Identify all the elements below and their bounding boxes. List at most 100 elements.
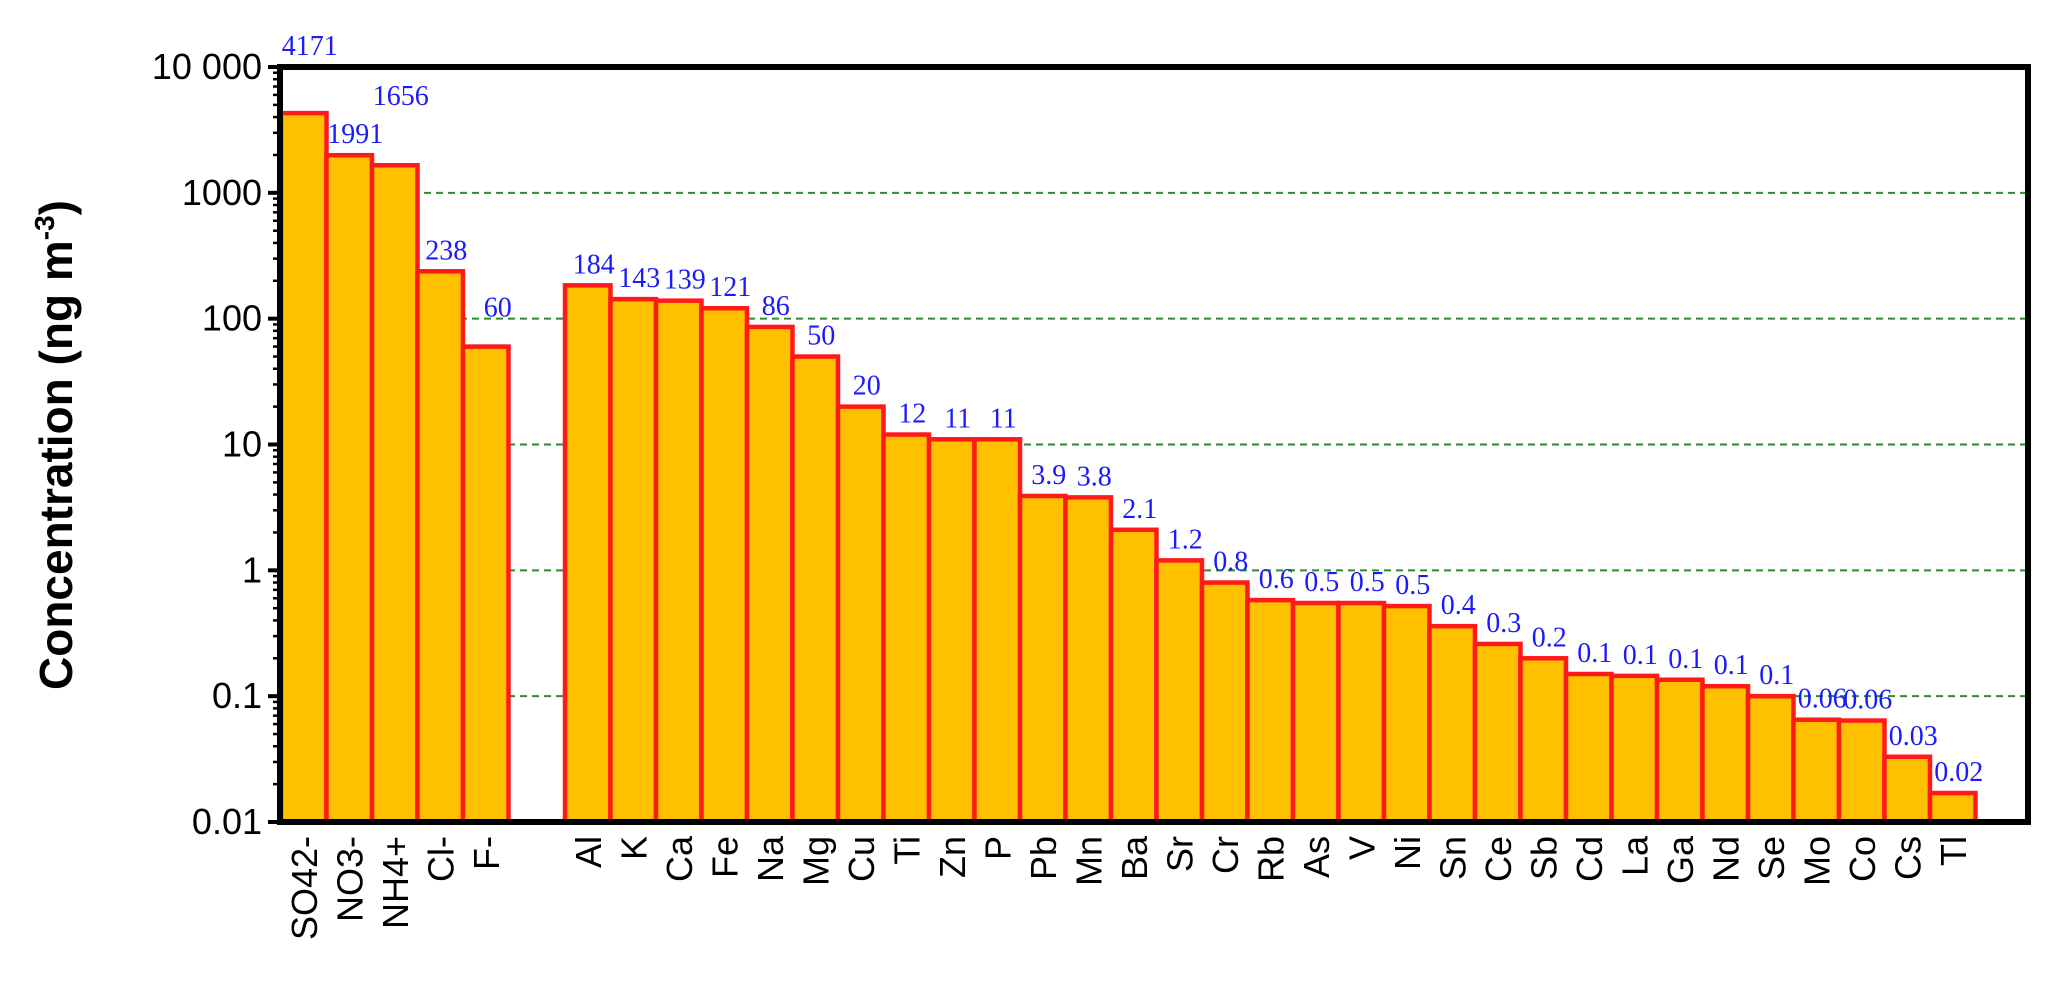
bar-Pb [1017, 493, 1068, 825]
bar-NO3- [324, 152, 375, 825]
bar-V [1336, 600, 1387, 825]
category-label-Cl-: Cl- [420, 836, 461, 882]
y-tick-label: 100 [202, 298, 262, 339]
bar-As [1290, 600, 1341, 825]
data-label-As: 0.5 [1304, 567, 1339, 598]
bar-Tl [1927, 790, 1978, 825]
category-label-Rb: Rb [1250, 836, 1291, 882]
data-label-Cs: 0.03 [1889, 721, 1938, 752]
y-tick-label: 1 [242, 549, 262, 590]
category-label-Nd: Nd [1705, 836, 1746, 882]
data-label-K: 143 [618, 263, 660, 294]
category-label-Cr: Cr [1205, 836, 1246, 874]
bar-Cr [1199, 580, 1250, 825]
data-label-Co: 0.06 [1843, 685, 1892, 716]
y-tick-label: 1000 [182, 172, 262, 213]
bar-Ca [653, 298, 704, 825]
bar-Mo [1791, 717, 1842, 825]
data-label-Ce: 0.3 [1486, 608, 1521, 639]
data-label-P: 11 [990, 403, 1017, 434]
category-label-As: As [1296, 836, 1337, 878]
data-label-Al: 184 [573, 249, 615, 280]
bar-Cu [835, 404, 886, 825]
data-label-Pb: 3.9 [1031, 460, 1066, 491]
category-label-NO3-: NO3- [329, 836, 370, 922]
data-label-Se: 0.1 [1759, 660, 1794, 691]
category-label-Pb: Pb [1023, 836, 1064, 880]
category-label-F-: F- [466, 836, 507, 870]
data-label-Sr: 1.2 [1168, 524, 1203, 555]
category-label-V: V [1341, 836, 1382, 860]
data-label-Ti: 12 [898, 399, 926, 430]
data-label-Ni: 0.5 [1395, 570, 1430, 601]
bar-Ce [1472, 641, 1523, 825]
data-label-NH4+: 1656 [373, 81, 429, 112]
data-label-Sn: 0.4 [1441, 590, 1476, 621]
category-label-Tl: Tl [1933, 836, 1974, 866]
category-label-Cu: Cu [841, 836, 882, 882]
bar-SO42- [278, 110, 329, 825]
category-label-Fe: Fe [704, 836, 745, 878]
bar-Ga [1654, 677, 1705, 825]
data-labels: 4171 1991 1656 238 60 184 143 139 121 86 50 20 12 11 1… [282, 31, 1984, 788]
bar-Mg [790, 354, 841, 825]
data-label-Cl-: 238 [425, 235, 467, 266]
category-label-Co: Co [1842, 836, 1883, 882]
category-label-Mn: Mn [1068, 836, 1109, 886]
category-label-Na: Na [750, 835, 791, 882]
bar-Ba [1108, 527, 1159, 825]
category-label-Cs: Cs [1887, 836, 1928, 880]
data-label-Ga: 0.1 [1668, 644, 1703, 675]
data-label-Mo: 0.06 [1798, 684, 1847, 715]
category-label-Al: Al [568, 836, 609, 868]
y-tick-label: 10 000 [152, 46, 262, 87]
bar-Cs [1882, 754, 1933, 825]
category-label-Se: Se [1751, 836, 1792, 880]
data-label-Mn: 3.8 [1077, 461, 1112, 492]
category-label-Ti: Ti [886, 836, 927, 865]
bar-Fe [699, 305, 750, 825]
category-label-Sb: Sb [1523, 836, 1564, 880]
bar-Mn [1063, 495, 1114, 825]
bar-Rb [1245, 597, 1296, 825]
category-label-Ga: Ga [1660, 835, 1701, 884]
category-label-SO42-: SO42- [284, 836, 325, 940]
bar-Cd [1563, 671, 1614, 825]
data-label-F-: 60 [484, 293, 512, 324]
data-label-Zn: 11 [944, 403, 971, 434]
y-axis-label-superscript: -3 [29, 215, 60, 240]
data-label-Nd: 0.1 [1714, 650, 1749, 681]
data-label-Cr: 0.8 [1213, 547, 1248, 578]
y-axis-label-text: Concentration (ng m [30, 240, 82, 690]
y-tick-label: 0.1 [212, 675, 262, 716]
bar-Ti [881, 432, 932, 825]
y-axis-label: Concentration (ng m-3) [29, 200, 82, 690]
data-label-Na: 86 [762, 291, 790, 322]
y-tick-label: 0.01 [192, 801, 262, 842]
category-label-La: La [1614, 835, 1655, 876]
category-label-Ce: Ce [1478, 836, 1519, 882]
data-label-Fe: 121 [709, 272, 751, 303]
bar-Se [1745, 693, 1796, 825]
bar-Al [562, 283, 613, 825]
category-label-Ba: Ba [1114, 835, 1155, 880]
bar-Na [744, 324, 795, 825]
y-tick-label: 10 [222, 424, 262, 465]
data-label-Rb: 0.6 [1259, 564, 1294, 595]
data-label-Cd: 0.1 [1577, 638, 1612, 669]
data-label-Mg: 50 [807, 321, 835, 352]
category-label-Sr: Sr [1159, 836, 1200, 872]
category-label-Sn: Sn [1432, 836, 1473, 880]
bar-NH4+ [369, 163, 420, 825]
bar-Sb [1518, 656, 1569, 825]
y-axis: 0.01 0.1 1 10 100 1000 10 000 [152, 46, 280, 842]
category-label-K: K [613, 836, 654, 860]
category-label-Cd: Cd [1569, 836, 1610, 882]
bar-Ni [1381, 603, 1432, 825]
data-label-Ba: 2.1 [1122, 494, 1157, 525]
category-label-Mg: Mg [795, 836, 836, 886]
category-label-Ca: Ca [659, 835, 700, 882]
data-label-Ca: 139 [664, 265, 706, 296]
category-label-Zn: Zn [932, 836, 973, 878]
